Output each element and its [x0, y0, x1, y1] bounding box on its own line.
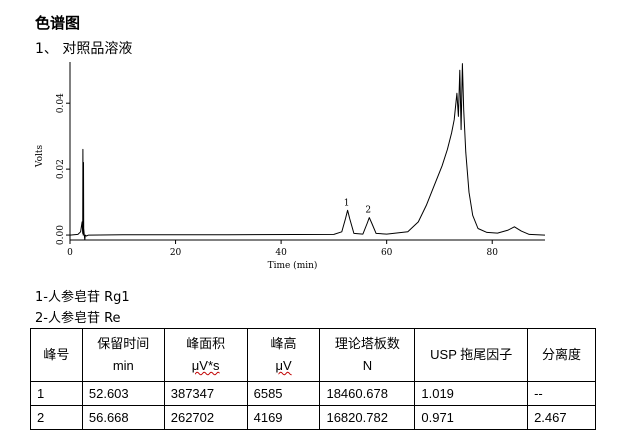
header-peak-no: 峰号 — [30, 328, 83, 382]
x-tick-label: 0 — [67, 248, 73, 258]
table-cell: 1.019 — [414, 381, 529, 406]
chromatogram-chart: 0 20 40 60 80 0.00 0.02 0.04 Time (min) Volts 1 2 — [35, 62, 546, 271]
table-cell: 16820.782 — [319, 405, 416, 430]
x-tick-label: 60 — [381, 248, 393, 258]
header-resolution: 分离度 — [527, 328, 596, 382]
table-cell: 52.603 — [81, 381, 165, 406]
header-retention-time: 保留时间 min — [81, 328, 165, 382]
table-row: 1 52.603 387347 6585 18460.678 1.019 -- — [30, 381, 596, 406]
results-table: 峰号 保留时间 min 峰面积 μV*s 峰高 μV 理论塔板数 N USP 拖尾因子 … — [30, 328, 596, 430]
table-cell: 2 — [30, 405, 83, 430]
header-peak-area: 峰面积 μV*s — [163, 328, 248, 382]
table-row: 2 56.668 262702 4169 16820.782 0.971 2.4… — [30, 405, 596, 430]
table-cell: 6585 — [246, 381, 321, 406]
header-peak-height: 峰高 μV — [246, 328, 321, 382]
header-theoretical-plates: 理论塔板数 N — [319, 328, 416, 382]
peak-name-1: 1-人参皂苷 Rg1 — [35, 290, 130, 305]
table-cell: 4169 — [246, 405, 321, 430]
x-tick-label: 80 — [486, 248, 498, 258]
table-cell: 2.467 — [527, 405, 596, 430]
page-title: 色谱图 — [35, 14, 81, 32]
peak-label: 1 — [344, 198, 350, 208]
x-tick-label: 20 — [170, 248, 182, 258]
peak-label: 2 — [365, 206, 371, 216]
x-tick-label: 40 — [275, 248, 287, 258]
y-tick-label: 0.02 — [56, 159, 66, 179]
section-subtitle: 1、 对照品溶液 — [35, 41, 133, 57]
table-cell: 18460.678 — [319, 381, 416, 406]
table-cell: 0.971 — [414, 405, 529, 430]
table-cell: -- — [527, 381, 596, 406]
table-cell: 387347 — [163, 381, 248, 406]
y-tick-label: 0.00 — [56, 225, 66, 245]
peak-name-2: 2-人参皂苷 Re — [35, 311, 121, 326]
x-axis-label: Time (min) — [268, 260, 318, 271]
table-header-row: 峰号 保留时间 min 峰面积 μV*s 峰高 μV 理论塔板数 N USP 拖尾因子 … — [30, 328, 596, 382]
table-cell: 1 — [30, 381, 83, 406]
y-tick-label: 0.04 — [56, 93, 66, 113]
header-tailing-factor: USP 拖尾因子 — [414, 328, 529, 382]
y-axis-label: Volts — [35, 145, 45, 169]
chromatogram-trace — [69, 63, 546, 241]
table-cell: 262702 — [163, 405, 248, 430]
table-cell: 56.668 — [81, 405, 165, 430]
